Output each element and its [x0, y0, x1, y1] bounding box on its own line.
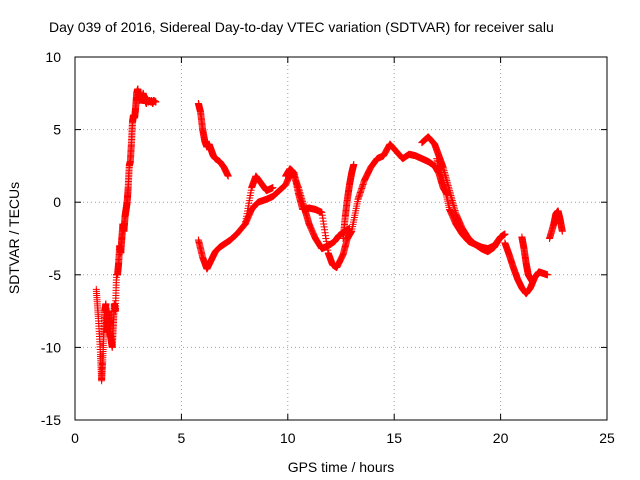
chart-title: Day 039 of 2016, Sidereal Day-to-day VTE…	[49, 19, 554, 35]
y-tick-label: 10	[45, 49, 61, 65]
data-point	[350, 160, 358, 168]
x-tick-label: 0	[71, 430, 79, 446]
data-point	[543, 271, 551, 279]
x-tick-label: 25	[599, 430, 615, 446]
x-tick-label: 10	[280, 430, 296, 446]
x-axis-label: GPS time / hours	[288, 459, 395, 475]
y-tick-label: 5	[53, 122, 61, 138]
data-points	[92, 85, 566, 385]
y-tick-label: -10	[41, 339, 61, 355]
data-point	[224, 172, 232, 180]
tick-labels: 0 5 10 15 20 25 -15 -10 -5 0 5 10	[41, 49, 615, 446]
data-point	[269, 184, 277, 192]
y-axis-label: SDTVAR / TECUs	[6, 182, 22, 294]
data-point	[501, 230, 509, 238]
x-tick-label: 20	[493, 430, 509, 446]
data-point	[152, 98, 160, 106]
y-tick-label: -5	[49, 267, 62, 283]
x-tick-label: 15	[386, 430, 402, 446]
y-tick-label: 0	[53, 194, 61, 210]
y-tick-label: -15	[41, 412, 61, 428]
data-point	[558, 227, 566, 235]
grid-lines	[75, 57, 607, 420]
data-point	[529, 278, 537, 286]
x-tick-label: 5	[178, 430, 186, 446]
plot-frame	[74, 56, 608, 421]
